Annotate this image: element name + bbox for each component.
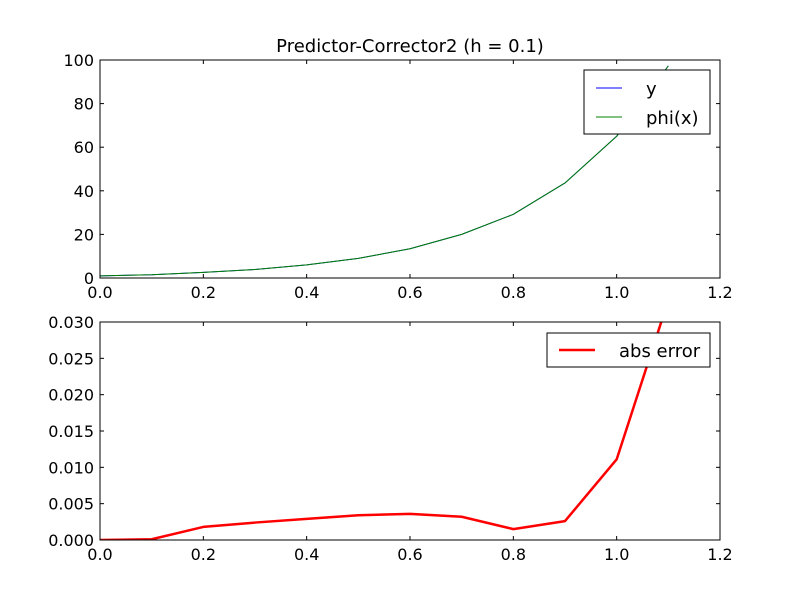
legend: y phi(x) — [583, 69, 711, 135]
x-tick-label: 0.4 — [294, 545, 319, 564]
legend-label: phi(x) — [646, 108, 699, 129]
y-tick-label: 80 — [74, 95, 94, 114]
legend-box — [583, 69, 711, 135]
x-tick-label: 0.8 — [501, 545, 526, 564]
x-tick-label: 0.6 — [397, 283, 422, 302]
y-tick-label: 0 — [84, 269, 94, 288]
x-tick-label: 0.2 — [191, 283, 216, 302]
y-tick-label: 0.010 — [48, 458, 94, 477]
x-tick-label: 0.2 — [191, 545, 216, 564]
y-tick-label: 40 — [74, 182, 94, 201]
x-tick-label: 1.2 — [707, 283, 732, 302]
x-tick-label: 0.0 — [87, 283, 112, 302]
x-tick-label: 0.6 — [397, 545, 422, 564]
y-tick-label: 0.005 — [48, 495, 94, 514]
y-tick-label: 60 — [74, 138, 94, 157]
legend: abs error — [546, 332, 711, 368]
x-tick-label: 0.0 — [87, 545, 112, 564]
subplot-2: 0.0 0.2 0.4 0.6 0.8 1.0 1.2 0.000 0.005 0.010 0.01… — [48, 313, 733, 564]
series-line-phi-x- — [100, 65, 669, 277]
y-tick-label: 0.030 — [48, 313, 94, 332]
y-tick-label: 0.015 — [48, 422, 94, 441]
chart-title: Predictor-Corrector2 (h = 0.1) — [276, 36, 544, 57]
x-tick-label: 0.4 — [294, 283, 319, 302]
x-tick-label: 1.2 — [707, 545, 732, 564]
legend-label: y — [646, 79, 657, 100]
y-tick-label: 20 — [74, 225, 94, 244]
x-tick-label: 1.0 — [604, 545, 629, 564]
y-tick-label: 0.020 — [48, 386, 94, 405]
x-tick-label: 0.8 — [501, 283, 526, 302]
x-tick-label: 1.0 — [604, 283, 629, 302]
series-line-abs-error — [100, 322, 663, 540]
y-tick-label: 0.000 — [48, 531, 94, 550]
y-tick-label: 100 — [63, 51, 94, 70]
y-tick-label: 0.025 — [48, 349, 94, 368]
subplot-1: 0.0 0.2 0.4 0.6 0.8 1.0 1.2 0 20 40 60 80 100 Predict… — [63, 36, 732, 302]
series-line-y — [100, 65, 669, 277]
legend-label: abs error — [619, 341, 701, 362]
